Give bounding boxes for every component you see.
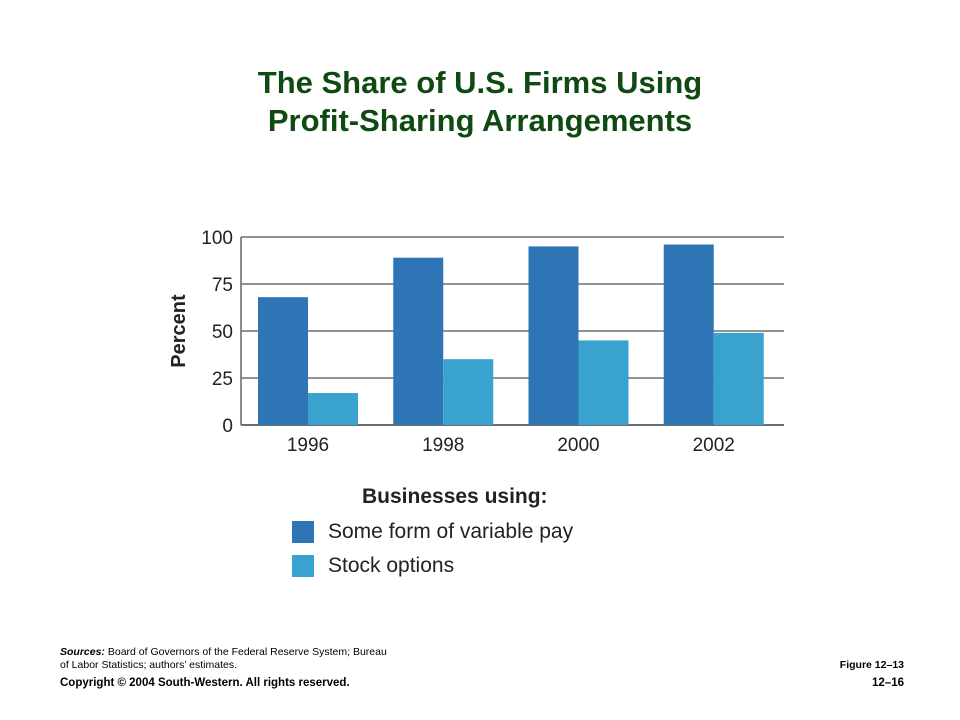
legend-swatch-variable-pay bbox=[292, 521, 314, 543]
bar-stock-options-2000 bbox=[578, 340, 629, 425]
y-tick-label-100: 100 bbox=[201, 228, 233, 249]
bar-variable-pay-1996 bbox=[258, 297, 308, 425]
legend-item-variable-pay: Some form of variable pay bbox=[292, 520, 574, 543]
bar-variable-pay-2000 bbox=[528, 246, 579, 425]
legend-swatch-stock-options bbox=[292, 555, 314, 577]
legend-title: Businesses using: bbox=[362, 485, 548, 508]
x-tick-label-1998: 1998 bbox=[422, 435, 464, 456]
y-axis-label: Percent bbox=[168, 294, 190, 368]
y-tick-label-25: 25 bbox=[212, 369, 233, 390]
legend-label-stock-options: Stock options bbox=[328, 554, 455, 577]
legend-item-stock-options: Stock options bbox=[292, 554, 573, 577]
chart-title-line-1: The Share of U.S. Firms Using bbox=[257, 65, 703, 100]
y-tick-label-50: 50 bbox=[212, 322, 233, 343]
bar-variable-pay-2002 bbox=[663, 244, 714, 425]
sources-label: Sources: bbox=[60, 646, 105, 658]
bar-stock-options-2002 bbox=[713, 332, 764, 425]
x-tick-label-2000: 2000 bbox=[557, 435, 599, 456]
chart-title: The Share of U.S. Firms Using Profit-Sha… bbox=[0, 64, 960, 140]
figure-number: Figure 12–13 bbox=[839, 659, 904, 671]
page-number: 12–16 bbox=[872, 677, 904, 689]
legend-label-variable-pay: Some form of variable pay bbox=[328, 520, 574, 543]
legend: Businesses using: Some form of variable … bbox=[292, 485, 573, 577]
chart-title-line-2: Profit-Sharing Arrangements bbox=[267, 103, 693, 138]
sources-note: Sources: Board of Governors of the Feder… bbox=[60, 646, 390, 672]
x-tick-label-1996: 1996 bbox=[287, 435, 329, 456]
y-tick-label-0: 0 bbox=[222, 416, 233, 437]
bar-stock-options-1996 bbox=[308, 393, 358, 425]
bar-variable-pay-1998 bbox=[393, 257, 444, 425]
y-tick-label-75: 75 bbox=[212, 275, 233, 296]
x-tick-label-2002: 2002 bbox=[693, 435, 735, 456]
bar-stock-options-1998 bbox=[443, 359, 494, 425]
sources-text: Board of Governors of the Federal Reserv… bbox=[60, 646, 387, 671]
copyright-notice: Copyright © 2004 South-Western. All righ… bbox=[60, 677, 350, 689]
